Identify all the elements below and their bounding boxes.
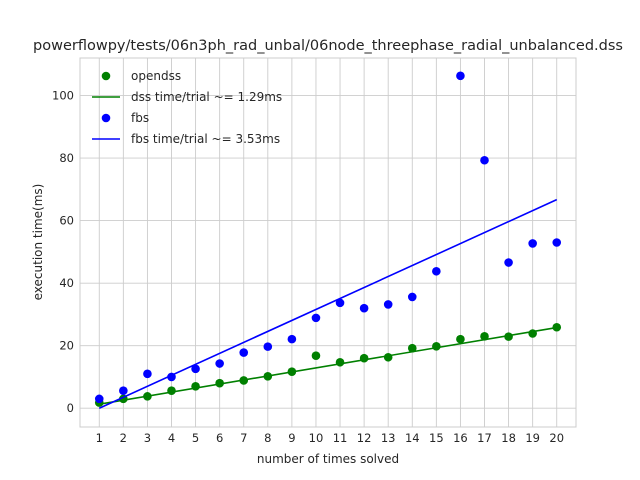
x-tick-label: 5 <box>192 431 199 445</box>
data-point <box>239 348 249 357</box>
x-axis-ticks: 1 2 3 4 5 6 7 8 9 10 11 12 13 14 15 16 17 18 19 20 <box>96 431 564 445</box>
x-tick-label: 3 <box>144 431 151 445</box>
data-point <box>94 394 104 404</box>
data-point <box>167 386 176 396</box>
data-point <box>407 343 417 353</box>
y-tick-label: 20 <box>59 339 74 353</box>
y-axis-ticks: 0 20 40 60 80 100 <box>52 89 74 416</box>
x-axis-label: number of times solved <box>257 452 399 466</box>
data-point <box>119 386 128 396</box>
plot-area <box>79 57 577 428</box>
y-tick-label: 80 <box>59 151 74 165</box>
legend-marker-swatch <box>101 71 111 81</box>
data-point <box>456 334 465 344</box>
grid <box>80 58 576 427</box>
data-point <box>552 322 562 332</box>
chart-title: powerflowpy/tests/06n3ph_rad_unbal/06nod… <box>33 38 623 54</box>
x-tick-label: 10 <box>309 431 324 445</box>
data-point <box>359 353 369 363</box>
x-tick-label: 8 <box>264 431 271 445</box>
x-tick-label: 2 <box>120 431 127 445</box>
x-tick-label: 12 <box>357 431 372 445</box>
data-point <box>191 364 200 374</box>
series-line <box>99 326 557 405</box>
series-3 <box>98 198 558 409</box>
data-point <box>407 292 417 302</box>
x-tick-label: 11 <box>333 431 348 445</box>
data-point <box>335 298 345 308</box>
data-point <box>143 369 152 379</box>
y-tick-label: 100 <box>52 89 74 103</box>
data-point <box>528 239 537 248</box>
y-tick-label: 40 <box>59 276 74 290</box>
x-tick-label: 13 <box>381 431 396 445</box>
data-point <box>383 352 393 362</box>
series-2 <box>94 71 562 404</box>
x-tick-label: 18 <box>501 431 516 445</box>
plot-frame <box>79 57 577 428</box>
x-tick-label: 15 <box>429 431 444 445</box>
x-tick-label: 16 <box>453 431 468 445</box>
y-tick-label: 60 <box>59 214 74 228</box>
legend: opendss dss time/trial ~= 1.29ms fbs fbs ti… <box>92 69 282 146</box>
data-point <box>311 351 321 361</box>
y-tick-label: 0 <box>67 401 74 415</box>
data-point <box>311 313 321 323</box>
data-point <box>383 300 393 309</box>
x-tick-label: 1 <box>96 431 103 445</box>
data-point <box>287 334 297 344</box>
data-point <box>456 71 465 81</box>
y-axis-label: execution time(ms) <box>31 184 45 301</box>
x-tick-label: 19 <box>525 431 540 445</box>
data-point <box>215 359 224 368</box>
x-tick-label: 9 <box>288 431 295 445</box>
data-point <box>432 342 441 351</box>
legend-label: fbs time/trial ~= 3.53ms <box>131 132 280 146</box>
data-point <box>263 342 273 351</box>
legend-marker-swatch <box>101 113 111 123</box>
legend-label: opendss <box>131 69 181 83</box>
legend-label: fbs <box>131 111 149 125</box>
x-tick-label: 4 <box>168 431 175 445</box>
data-point <box>480 155 489 165</box>
x-tick-label: 14 <box>405 431 420 445</box>
data-point <box>215 378 224 388</box>
x-tick-label: 6 <box>216 431 223 445</box>
series-1 <box>99 326 557 405</box>
legend-label: dss time/trial ~= 1.29ms <box>131 90 282 104</box>
series-line <box>98 198 558 409</box>
data-point <box>335 357 345 367</box>
x-tick-label: 20 <box>549 431 564 445</box>
data-point <box>359 303 369 313</box>
x-tick-label: 17 <box>477 431 492 445</box>
data-point <box>504 258 513 267</box>
x-tick-label: 7 <box>240 431 247 445</box>
data-point <box>552 238 562 247</box>
data-point <box>432 266 441 276</box>
data-point <box>480 332 489 341</box>
series-layer <box>94 71 562 409</box>
